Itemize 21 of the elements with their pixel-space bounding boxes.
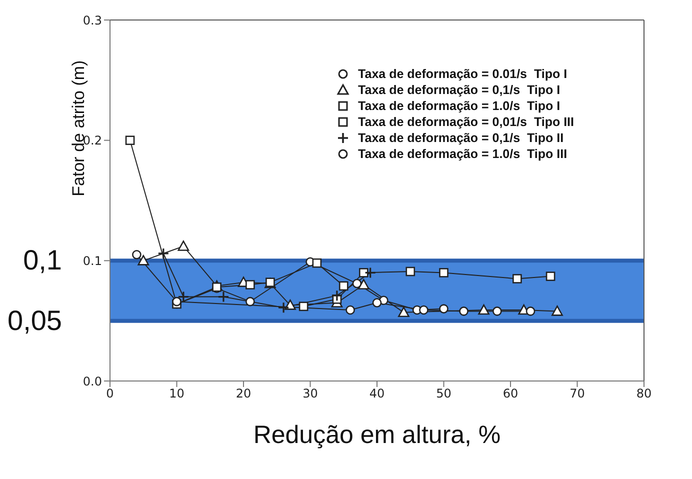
legend-label: Taxa de deformação = 1.0/s Tipo I [358,98,560,114]
ref-line-label: 0,1 [23,244,62,276]
legend-label: Taxa de deformação = 0.01/s Tipo I [358,66,568,82]
legend-label: Taxa de deformação = 0,1/s Tipo II [358,130,564,146]
x-axis-title: Redução em altura, % [253,421,501,449]
y-tick-label: 0.1 [82,254,102,268]
x-tick-label: 80 [636,386,652,401]
x-tick-label: 10 [169,386,184,401]
x-tick-label: 70 [570,386,585,401]
x-tick-label: 40 [369,386,385,401]
x-tick-label: 30 [302,386,318,401]
legend-label: Taxa de deformação = 0,1/s Tipo I [358,82,560,98]
x-tick-label: 0 [106,386,114,401]
y-tick-label: 0.3 [82,13,102,28]
ref-line-label: 0,05 [8,304,62,336]
x-tick-label: 20 [236,386,252,401]
legend-label: Taxa de deformação = 0,01/s Tipo III [358,114,574,130]
y-tick-label: 0.0 [82,374,102,388]
x-tick-label: 50 [436,386,452,401]
legend-label: Taxa de deformação = 1.0/s Tipo III [358,146,568,162]
x-tick-label: 60 [502,386,518,401]
